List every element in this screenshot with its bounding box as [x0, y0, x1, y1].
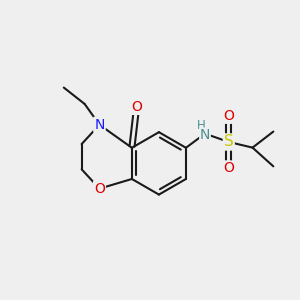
Text: O: O — [131, 100, 142, 114]
Text: N: N — [200, 128, 210, 142]
Text: O: O — [94, 182, 105, 196]
Text: O: O — [223, 109, 234, 123]
Text: N: N — [94, 118, 105, 132]
Text: S: S — [224, 134, 234, 149]
Text: O: O — [223, 161, 234, 176]
Text: H: H — [197, 119, 206, 132]
